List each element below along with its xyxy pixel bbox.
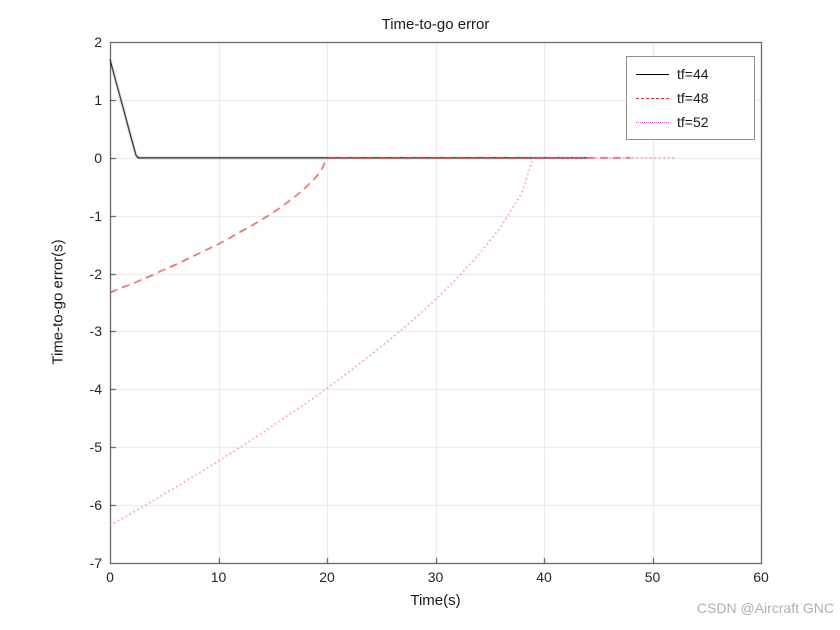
y-tick-label: -4 xyxy=(89,381,102,398)
x-tick-label: 10 xyxy=(210,569,227,585)
y-tick-label: -1 xyxy=(89,207,102,224)
y-tick-label: 2 xyxy=(94,34,102,50)
x-tick-label: 30 xyxy=(427,569,444,585)
legend-entry-tf48: tf=48 xyxy=(627,86,754,110)
legend-label-tf52: tf=52 xyxy=(677,114,709,130)
x-tick-label: 50 xyxy=(644,569,661,585)
y-tick-label: 1 xyxy=(94,91,102,108)
y-tick-label: -2 xyxy=(89,265,102,282)
x-tick-label: 20 xyxy=(319,569,335,585)
legend-line-sample-tf48 xyxy=(636,97,669,99)
x-tick-label: 0 xyxy=(106,569,114,585)
watermark: CSDN @Aircraft GNC xyxy=(696,600,834,616)
legend-line-sample-tf44 xyxy=(636,73,669,75)
y-tick-label: -5 xyxy=(89,439,102,456)
legend-label-tf48: tf=48 xyxy=(677,90,709,106)
y-tick-label: 0 xyxy=(94,149,102,166)
y-tick-label: -6 xyxy=(89,497,102,514)
y-axis-label: Time-to-go error(s) xyxy=(49,239,67,365)
x-tick-label: 40 xyxy=(536,569,552,585)
legend: tf=44 tf=48 tf=52 xyxy=(626,56,755,140)
legend-entry-tf52: tf=52 xyxy=(627,110,754,134)
x-axis-label: Time(s) xyxy=(410,592,461,609)
y-tick-label: -7 xyxy=(89,555,102,571)
legend-label-tf44: tf=44 xyxy=(677,66,709,82)
x-tick-label: 60 xyxy=(753,569,769,585)
legend-entry-tf44: tf=44 xyxy=(627,62,754,86)
legend-line-sample-tf52 xyxy=(636,121,669,123)
y-tick-label: -3 xyxy=(89,323,102,340)
chart-title: Time-to-go error xyxy=(381,16,490,33)
